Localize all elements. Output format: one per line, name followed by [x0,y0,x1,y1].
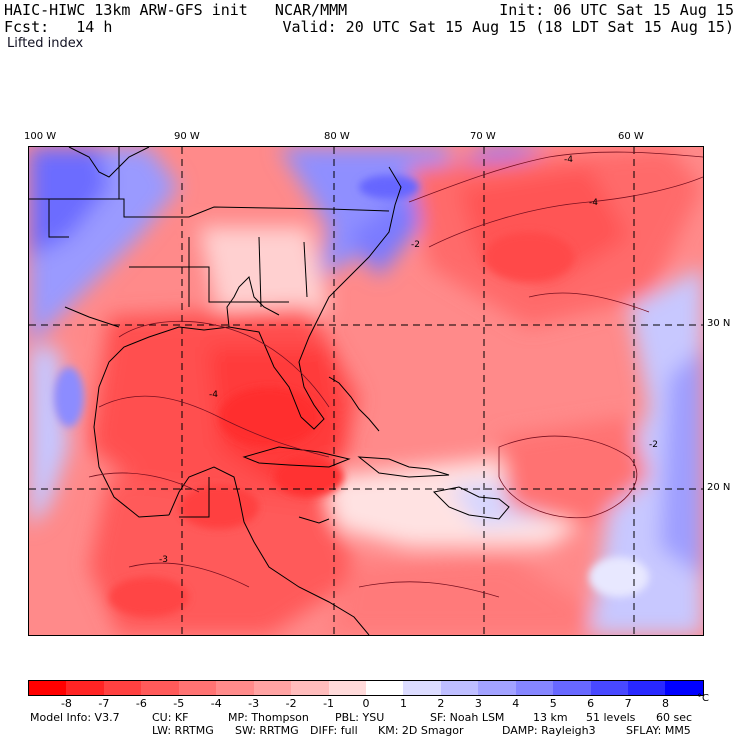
contour-label: -2 [649,440,658,450]
colorbar-swatch [665,681,703,695]
footer-damp: DAMP: Rayleigh3 [502,724,596,737]
footer-model-info: Model Info: V3.7 [30,711,120,724]
lon-label-80w: 80 W [324,131,350,142]
contour-label: -4 [209,390,218,400]
colorbar-swatch [253,681,292,695]
footer-cu: CU: KF [152,711,189,724]
colorbar-tick-label: -2 [285,697,297,710]
colorbar-tick-label: 7 [624,697,632,710]
lat-label-30n: 30 N [707,318,731,329]
colorbar-tick-label: 8 [662,697,670,710]
colorbar-tick-label: 6 [587,697,595,710]
colorbar-swatch [291,681,329,695]
footer-sw: SW: RRTMG [235,724,299,737]
lon-label-90w: 90 W [174,131,200,142]
forecast-hour: Fcst: 14 h [4,18,113,36]
colorbar-swatch [328,681,366,695]
footer-sflay: SFLAY: MM5 [626,724,691,737]
colorbar-tick-label: 5 [549,697,557,710]
colorbar-unit: °C [697,693,709,704]
colorbar-swatch [628,681,666,695]
colorbar-tick-label: 0 [362,697,370,710]
footer-diff: DIFF: full [310,724,358,737]
colorbar-tick-label: 4 [512,697,520,710]
colorbar-swatch [141,681,179,695]
field-name: Lifted index [7,36,84,51]
contour-label: -3 [159,555,168,565]
colorbar-swatch [29,681,67,695]
colorbar-tick-label: -3 [248,697,260,710]
colorbar-swatch [478,681,516,695]
footer-resolution: 13 km [533,711,568,724]
footer-levels: 51 levels [586,711,636,724]
footer-km: KM: 2D Smagor [378,724,464,737]
valid-time: Valid: 20 UTC Sat 15 Aug 15 (18 LDT Sat … [282,18,734,36]
contour-label: -4 [564,155,573,165]
lat-label-20n: 20 N [707,482,731,493]
contour-label: -2 [411,240,420,250]
colorbar-swatch [216,681,254,695]
lon-label-70w: 70 W [470,131,496,142]
lon-label-60w: 60 W [618,131,644,142]
footer-sf: SF: Noah LSM [430,711,505,724]
lon-label-100w: 100 W [24,131,57,142]
colorbar-swatch [515,681,554,695]
colorbar-swatch [590,681,628,695]
colorbar-swatch [178,681,217,695]
colorbar-swatch [403,681,441,695]
colorbar-tick-label: -8 [60,697,72,710]
footer-mp: MP: Thompson [228,711,309,724]
colorbar [28,680,704,696]
colorbar-swatch [440,681,479,695]
colorbar-tick-label: 3 [474,697,482,710]
lifted-index-map: -4 -4 -2 -2 -4 -3 [28,146,704,636]
colorbar-tick-label: -5 [173,697,185,710]
colorbar-tick-label: 1 [399,697,407,710]
footer-lw: LW: RRTMG [152,724,214,737]
model-title: HAIC-HIWC 13km ARW-GFS init NCAR/MMM [4,1,348,19]
coastlines [29,147,510,635]
footer-pbl: PBL: YSU [335,711,385,724]
colorbar-swatch [553,681,591,695]
colorbar-tick-label: 2 [437,697,445,710]
colorbar-swatch [103,681,142,695]
colorbar-tick-label: -7 [98,697,110,710]
li-contours [88,151,703,598]
contour-label: -4 [589,198,598,208]
lat-lon-grid [29,147,703,635]
colorbar-swatch [365,681,404,695]
colorbar-swatch [66,681,104,695]
colorbar-tick-label: -6 [135,697,147,710]
init-time: Init: 06 UTC Sat 15 Aug 15 [499,1,734,19]
colorbar-tick-label: -4 [210,697,222,710]
footer-timestep: 60 sec [656,711,693,724]
colorbar-tick-label: -1 [323,697,335,710]
